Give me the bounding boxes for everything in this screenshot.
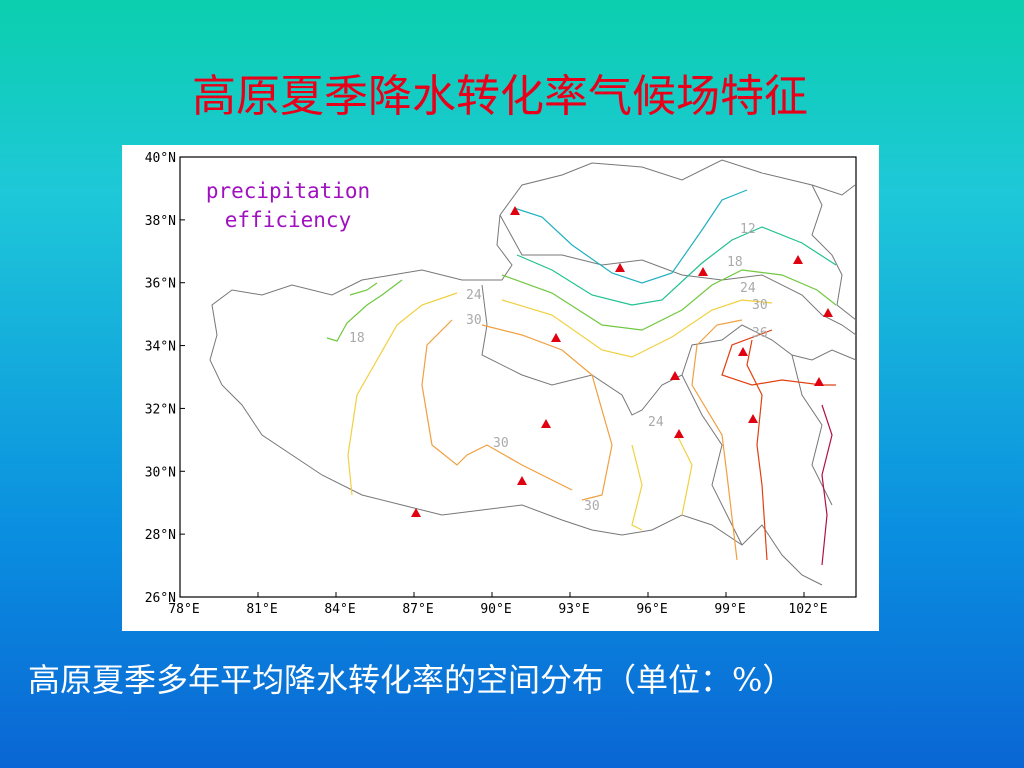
caption: 高原夏季多年平均降水转化率的空间分布（单位：%） [28,661,795,699]
map-label: efficiency [225,208,351,232]
contours [326,189,837,566]
map-label: precipitation [206,179,370,203]
contour-label: 30 [584,499,600,514]
contour-label: 18 [349,331,365,346]
map: precipitation efficiency 40°N 38°N 36°N 34°… [122,145,879,631]
contour-label: 24 [740,281,756,296]
lat-tick-label: 28°N [145,528,176,543]
contour-label: 30 [466,313,482,328]
contour-label: 24 [648,415,664,430]
lat-tick-label: 32°N [145,402,176,417]
contour-label: 36 [752,326,768,341]
lon-tick-label: 102°E [788,602,827,617]
contour-label: 24 [466,288,482,303]
map-frame [179,156,857,598]
lat-tick-label: 26°N [145,591,176,606]
contour-label: 30 [752,298,768,313]
lon-tick-label: 81°E [246,602,277,617]
lon-tick-label: 90°E [480,602,511,617]
stations [411,206,833,517]
slide-title: 高原夏季降水转化率气候场特征 [192,71,808,122]
contour-label: 30 [493,436,509,451]
lon-tick-label: 96°E [636,602,667,617]
lat-tick-label: 36°N [145,277,176,292]
lat-tick-label: 30°N [145,465,176,480]
borders [209,159,857,586]
lon-tick-label: 93°E [558,602,589,617]
lat-tick-label: 40°N [145,151,176,166]
lon-tick-label: 99°E [714,602,745,617]
lon-tick-label: 87°E [402,602,433,617]
lat-tick-label: 38°N [145,214,176,229]
lon-tick-label: 84°E [324,602,355,617]
lat-tick-label: 34°N [145,340,176,355]
contour-label: 12 [740,222,756,237]
lon-tick-label: 78°E [168,602,199,617]
contour-label: 18 [727,255,743,270]
